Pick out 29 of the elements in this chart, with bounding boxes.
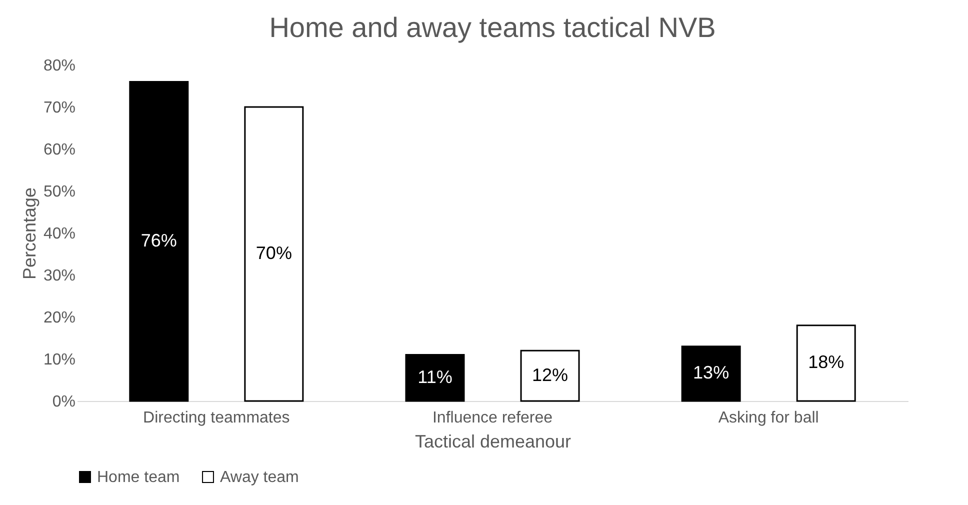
y-tick-label: 10%	[43, 352, 76, 368]
y-tick-label: 60%	[43, 142, 76, 158]
bar	[681, 346, 741, 402]
legend-label: Away team	[220, 469, 299, 486]
legend-label: Home team	[97, 469, 180, 486]
x-tick-label: Asking for ball	[718, 410, 819, 426]
y-tick-label: 0%	[52, 394, 76, 410]
bar	[244, 106, 304, 402]
y-tick-label: 30%	[43, 268, 76, 284]
chart-title: Home and away teams tactical NVB	[269, 12, 716, 43]
data-label: 12%	[532, 364, 568, 385]
data-label: 11%	[418, 366, 452, 387]
bar	[796, 324, 856, 402]
y-tick-label: 70%	[43, 100, 76, 116]
data-label: 18%	[808, 352, 844, 372]
y-axis-title: Percentage	[19, 187, 40, 280]
bar	[129, 81, 189, 402]
y-tick-label: 50%	[43, 184, 76, 200]
x-tick-label: Influence referee	[432, 410, 553, 426]
y-tick-label: 80%	[43, 58, 76, 74]
bar	[520, 350, 580, 402]
data-label: 70%	[256, 243, 292, 263]
bar	[405, 354, 465, 402]
data-label: 13%	[693, 362, 730, 383]
x-axis-title: Tactical demeanour	[414, 432, 572, 452]
y-tick-label: 20%	[43, 310, 76, 326]
x-tick-label: Directing teammates	[143, 410, 290, 426]
data-label: 76%	[140, 230, 177, 250]
y-tick-label: 40%	[43, 226, 76, 242]
